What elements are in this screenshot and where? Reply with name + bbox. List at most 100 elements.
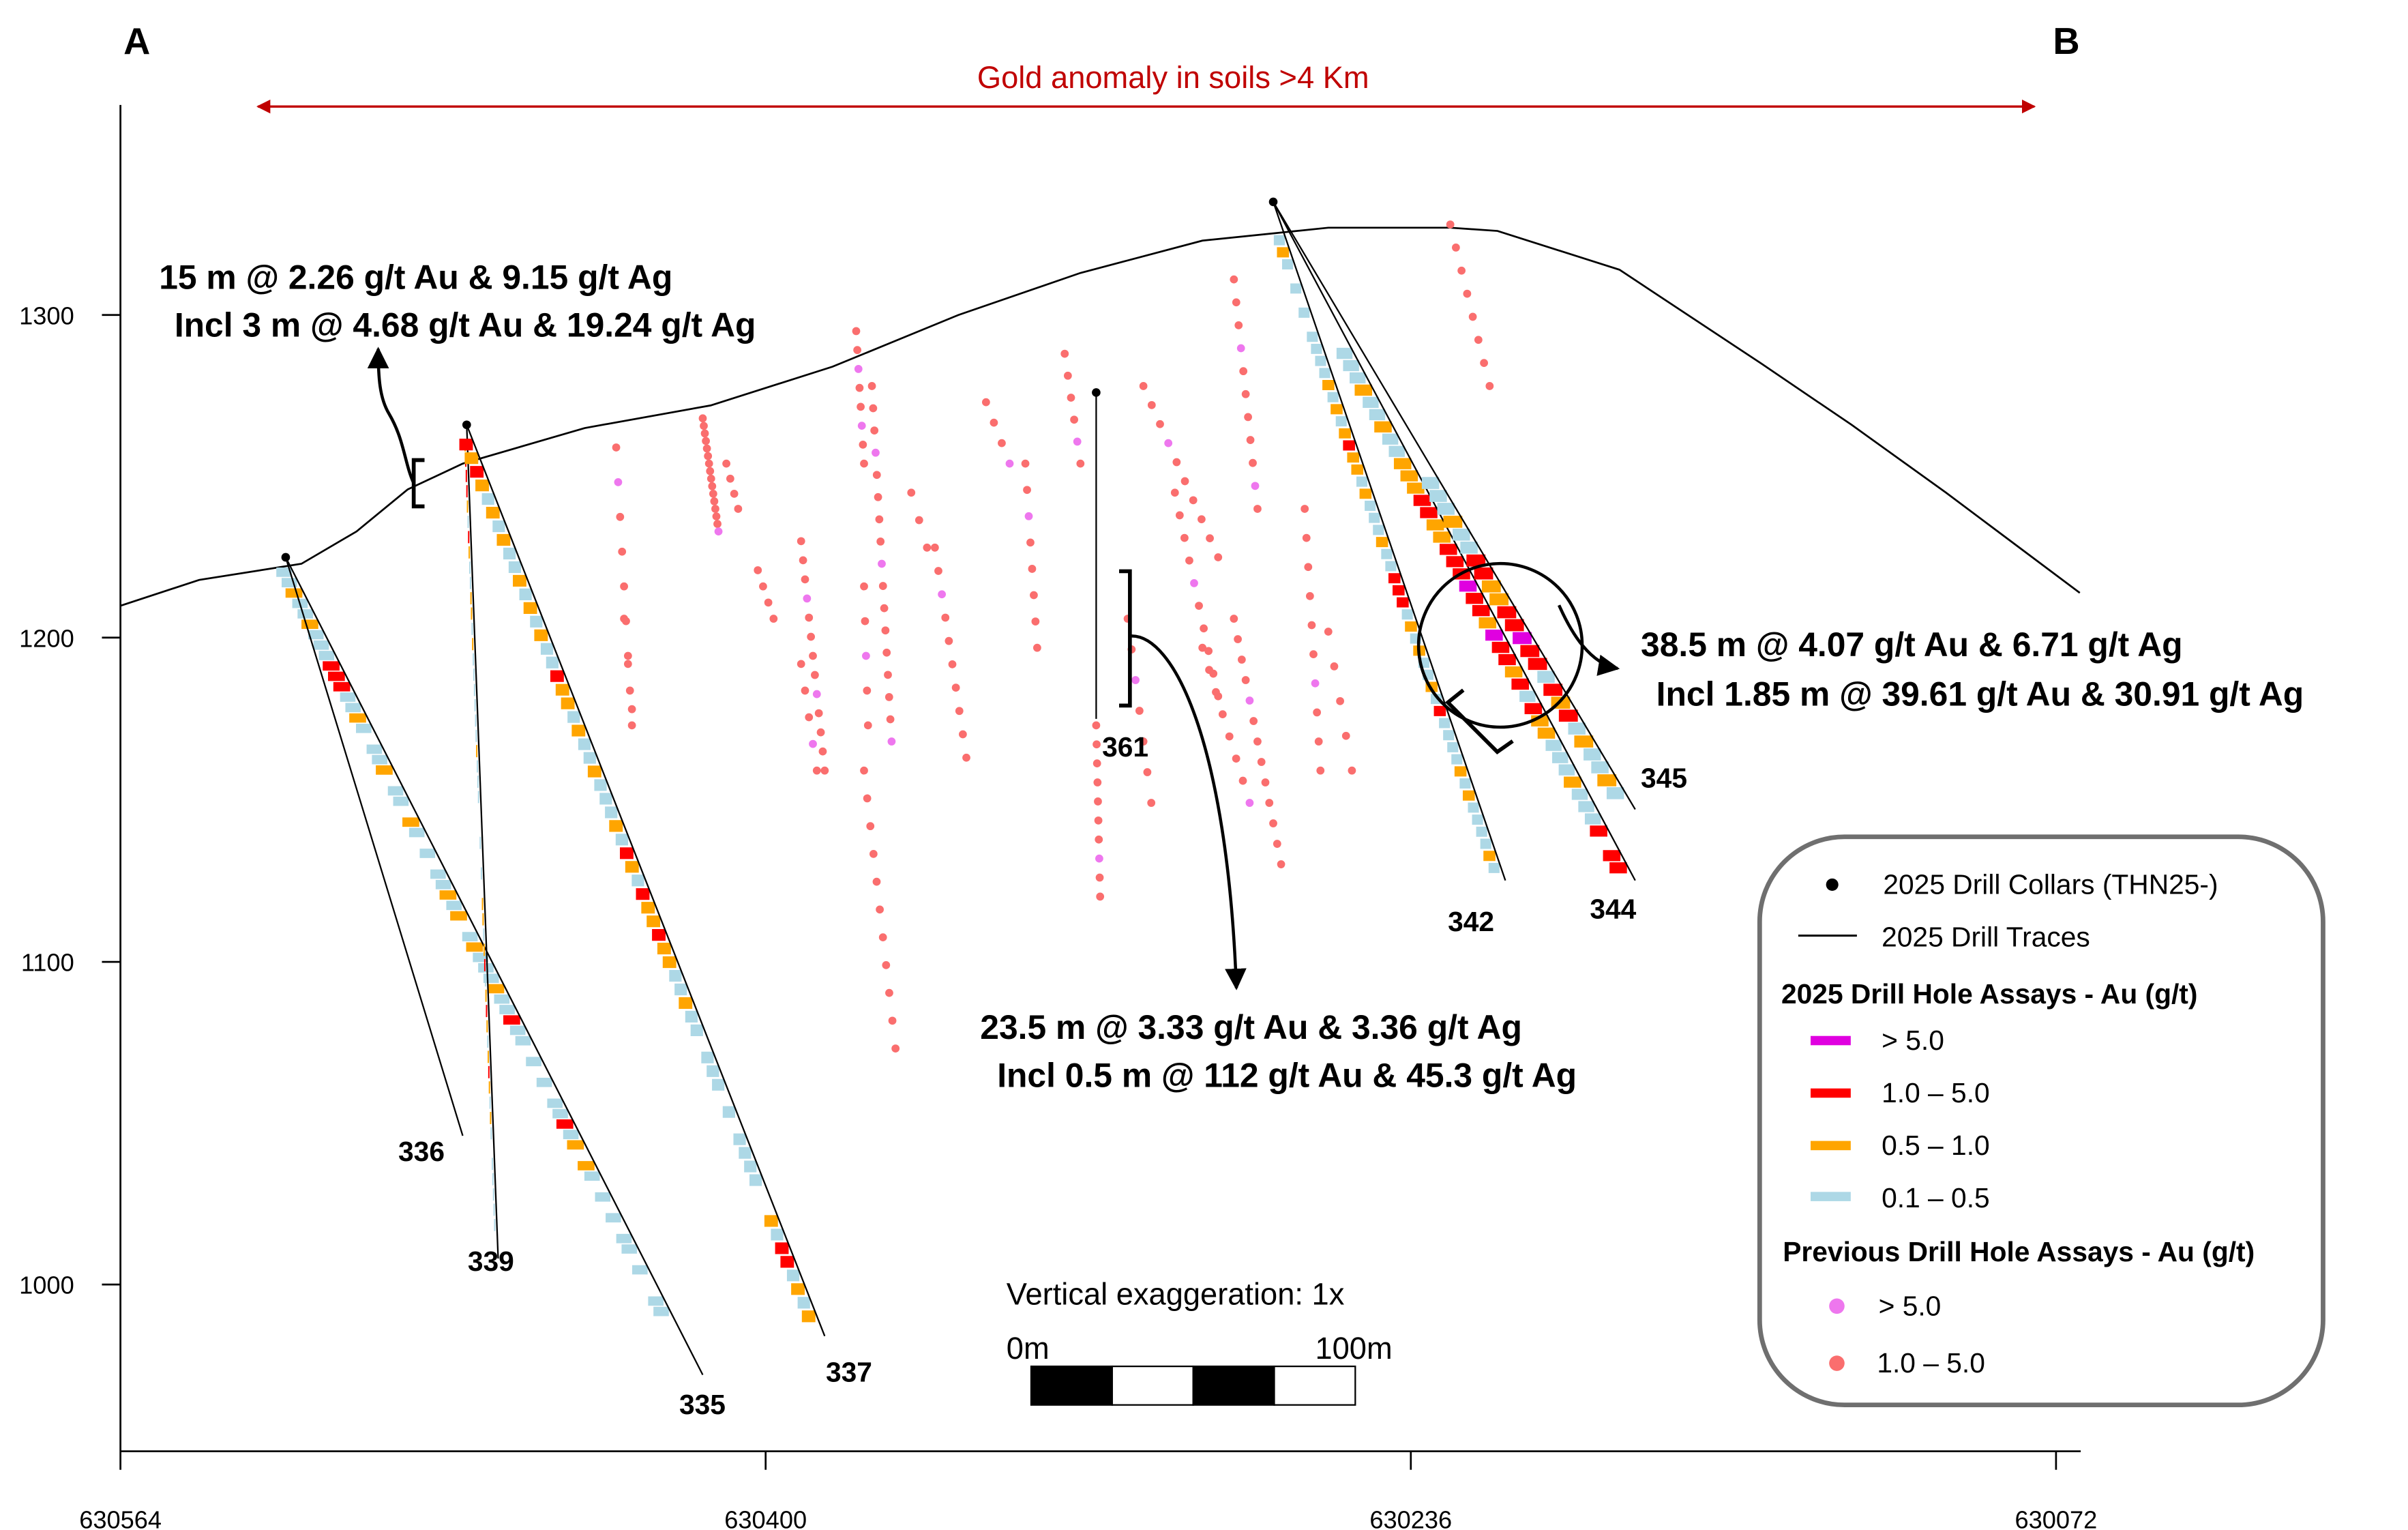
previous-assay-dot: [859, 441, 867, 449]
previous-assay-dot: [1452, 244, 1460, 252]
previous-assay-dot: [702, 444, 711, 453]
legend-collars: 2025 Drill Collars (THN25-): [1883, 868, 2218, 900]
intercept-bracket: [1119, 569, 1132, 708]
previous-assay-dot: [1468, 312, 1477, 321]
previous-assay-dot: [1023, 486, 1031, 495]
previous-assay-dot: [1324, 628, 1333, 636]
previous-assay-dot: [1096, 892, 1105, 901]
previous-assay-dot: [616, 512, 625, 521]
previous-assay-dot: [863, 721, 872, 730]
annotation-arrow: [1558, 604, 1620, 676]
previous-assay-dot: [805, 613, 814, 622]
previous-assay-dot: [1028, 565, 1037, 573]
previous-assay-dot: [623, 651, 632, 660]
previous-assay-dot: [1304, 563, 1313, 572]
hole-label-361: 361: [1102, 731, 1148, 763]
previous-assay-dot: [700, 422, 708, 430]
legend: 2025 Drill Collars (THN25-) 2025 Drill T…: [1757, 834, 2325, 1408]
previous-assay-dot: [945, 636, 953, 645]
drill-trace-345: [1273, 201, 1636, 810]
annotation-arrow: [367, 347, 415, 484]
previous-assay-dot: [1300, 505, 1309, 513]
scale-end-label: 100m: [1315, 1331, 1392, 1366]
previous-assay-dot: [981, 398, 990, 407]
section-start-label: A: [123, 20, 150, 62]
previous-assay-dot: [1261, 778, 1270, 786]
previous-assay-dot: [809, 651, 817, 660]
previous-assay-dot: [1026, 538, 1035, 547]
previous-assay-dot: [872, 448, 880, 457]
previous-assay-dot: [1314, 737, 1323, 746]
previous-assay-dot: [1446, 220, 1455, 229]
previous-assay-dot: [1241, 389, 1250, 398]
previous-assay-dot: [620, 582, 628, 591]
previous-assay-dot: [1463, 289, 1472, 298]
dot-icon: [1829, 1355, 1845, 1371]
annotation-1-line1: 15 m @ 2.26 g/t Au & 9.15 g/t Ag: [159, 258, 672, 296]
previous-assay-dot: [1139, 382, 1148, 390]
previous-assay-dot: [885, 988, 893, 997]
previous-assay-dot: [990, 418, 998, 427]
previous-assay-dot: [1457, 266, 1466, 275]
previous-assay-dot: [878, 582, 887, 590]
previous-assay-dot: [998, 439, 1006, 447]
previous-assay-dot: [857, 422, 866, 430]
previous-assay-dot: [1237, 656, 1246, 664]
previous-assay-dot: [1005, 459, 1014, 468]
swatch-icon: [1811, 1141, 1851, 1151]
previous-assay-dot: [1307, 621, 1316, 630]
previous-assay-dot: [1195, 602, 1203, 610]
previous-assay-dot: [814, 709, 823, 718]
dot-icon: [1829, 1298, 1845, 1314]
previous-assay-dot: [872, 471, 881, 480]
drill-trace-344: [1273, 201, 1636, 881]
x-tick-label: 630236: [1369, 1506, 1452, 1530]
legend-class: 0.1 – 0.5: [1882, 1182, 1990, 1213]
vertical-exaggeration-label: Vertical exaggeration: 1x: [1007, 1277, 1345, 1312]
previous-assay-dot: [726, 474, 734, 483]
previous-assay-dot: [1230, 615, 1238, 623]
y-tick-label: 1100: [21, 949, 74, 977]
previous-assay-dot: [1172, 458, 1181, 467]
previous-assay-dot: [1205, 666, 1213, 675]
previous-assay-dot: [797, 660, 805, 668]
previous-assay-dot: [1147, 400, 1156, 409]
y-ticks: [102, 314, 121, 1286]
previous-assay-dot: [805, 713, 814, 722]
previous-assay-dot: [706, 467, 715, 475]
previous-assay-dot: [1239, 367, 1248, 376]
drill-trace-335: [284, 557, 704, 1376]
previous-assay-dot: [1313, 708, 1322, 717]
previous-assay-dot: [1032, 643, 1041, 652]
annotation-2-line2: Incl 0.5 m @ 112 g/t Au & 45.3 g/t Ag: [997, 1056, 1577, 1094]
previous-assay-dot: [1311, 679, 1320, 688]
previous-assay-dot: [862, 651, 870, 660]
previous-assay-dot: [1095, 873, 1104, 882]
previous-assay-dot: [707, 474, 715, 483]
legend-class: > 5.0: [1879, 1290, 1942, 1321]
previous-assay-dot: [1309, 650, 1318, 659]
previous-assay-dot: [1249, 717, 1258, 725]
previous-assay-dot: [1238, 776, 1247, 785]
previous-assay-dot: [853, 346, 862, 355]
y-tick-label: 1000: [19, 1271, 74, 1299]
previous-assay-dot: [878, 933, 887, 942]
hole-label-345: 345: [1641, 762, 1687, 793]
scale-bar: [1030, 1365, 1356, 1406]
previous-assay-dot: [880, 604, 889, 613]
previous-assay-dot: [1139, 737, 1148, 746]
previous-assay-dot: [712, 512, 721, 520]
section-end-label: B: [2053, 20, 2079, 62]
previous-assay-dot: [934, 567, 942, 575]
previous-assay-dot: [1094, 797, 1102, 806]
previous-assay-dot: [1073, 437, 1082, 446]
previous-assay-dot: [764, 598, 773, 607]
previous-assay-dot: [881, 626, 890, 635]
previous-assay-dot: [887, 737, 896, 746]
previous-assay-dot: [876, 905, 884, 914]
previous-assay-dot: [1330, 662, 1339, 671]
previous-assay-dot: [1094, 816, 1103, 825]
previous-assay-dot: [618, 547, 627, 556]
previous-assay-dot: [955, 707, 964, 716]
previous-assay-dot: [1170, 488, 1179, 497]
